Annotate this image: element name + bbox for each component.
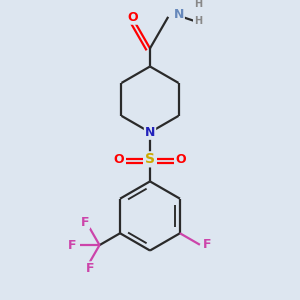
Text: N: N	[173, 8, 184, 21]
Text: F: F	[68, 238, 77, 252]
Text: H: H	[194, 0, 202, 9]
Text: F: F	[203, 238, 212, 251]
Text: O: O	[127, 11, 138, 24]
Text: N: N	[145, 126, 155, 139]
Text: F: F	[85, 262, 94, 275]
Text: S: S	[145, 152, 155, 166]
Text: O: O	[114, 153, 124, 166]
Text: O: O	[176, 153, 186, 166]
Text: H: H	[194, 16, 202, 26]
Text: F: F	[80, 216, 89, 229]
